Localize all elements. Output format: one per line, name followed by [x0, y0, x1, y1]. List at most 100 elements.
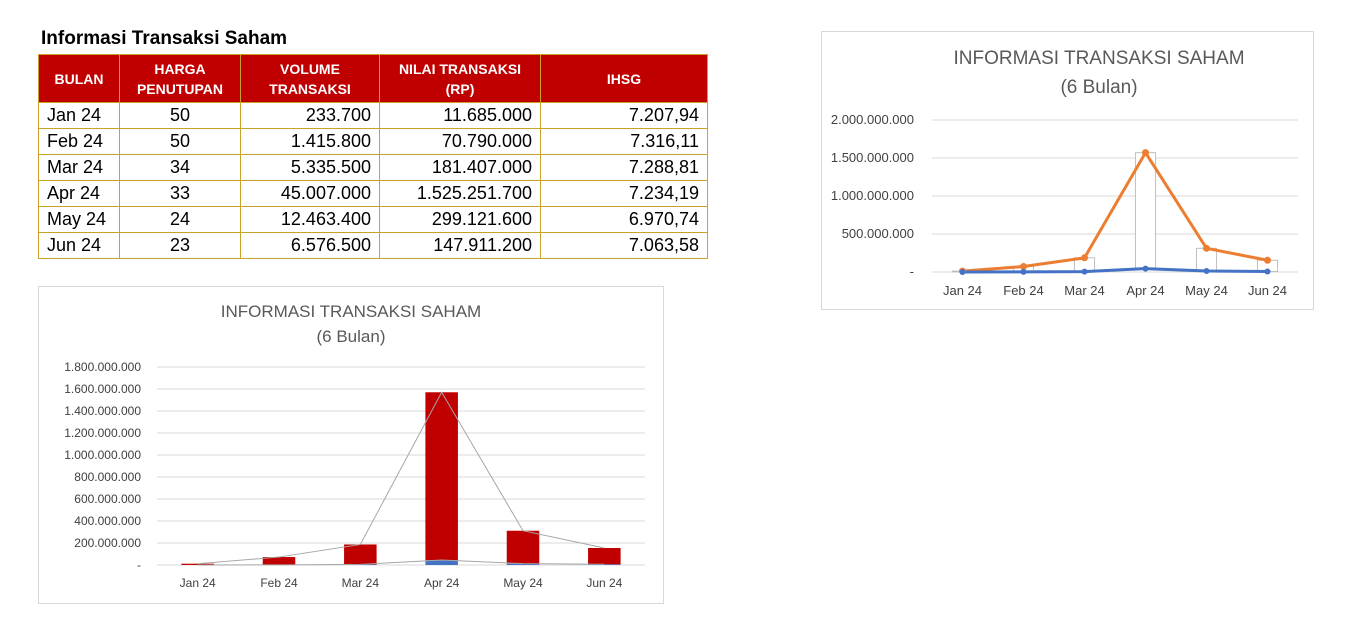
point-volume [1264, 268, 1271, 275]
y-tick-label: 1.000.000.000 [64, 448, 141, 462]
header-nilai-transaksi: NILAI TRANSAKSI (RP) [379, 54, 541, 103]
cell-ihsg: 7.207,94 [540, 102, 708, 129]
cell-nilai: 11.685.000 [379, 102, 541, 129]
bar-nilai [588, 548, 621, 565]
table-row: Jan 24 50 233.700 11.685.000 7.207,94 [38, 102, 708, 129]
cell-ihsg: 6.970,74 [540, 206, 708, 233]
cell-nilai: 181.407.000 [379, 154, 541, 181]
point-nilai [1264, 256, 1271, 264]
cell-bulan: Feb 24 [38, 128, 120, 155]
cell-nilai: 299.121.600 [379, 206, 541, 233]
cell-harga: 33 [119, 180, 241, 207]
point-nilai [1020, 263, 1027, 271]
point-nilai [1203, 244, 1210, 252]
chart-title: INFORMASI TRANSAKSI SAHAM [221, 302, 481, 321]
cell-harga: 24 [119, 206, 241, 233]
x-tick-label: May 24 [503, 576, 543, 590]
cell-ihsg: 7.063,58 [540, 232, 708, 259]
bar-volume [425, 560, 458, 565]
x-tick-label: Mar 24 [1064, 283, 1104, 298]
cell-bulan: Apr 24 [38, 180, 120, 207]
chart-subtitle: (6 Bulan) [1060, 77, 1137, 98]
cell-nilai: 147.911.200 [379, 232, 541, 259]
x-tick-label: Jan 24 [180, 576, 216, 590]
point-volume [1203, 268, 1210, 275]
bar-chart: INFORMASI TRANSAKSI SAHAM (6 Bulan) - 200.0… [64, 302, 645, 590]
x-tick-label: Jun 24 [586, 576, 622, 590]
line-volume [962, 267, 1268, 274]
y-tick-label: 1.500.000.000 [831, 150, 914, 165]
cell-volume: 45.007.000 [240, 180, 380, 207]
x-tick-label: Apr 24 [1126, 283, 1164, 298]
header-bulan: BULAN [38, 54, 120, 103]
cell-harga: 50 [119, 128, 241, 155]
line-nilai [962, 149, 1268, 273]
y-tick-label: 1.000.000.000 [831, 188, 914, 203]
header-volume-transaksi: VOLUME TRANSAKSI [240, 54, 380, 103]
stack-box [1134, 152, 1157, 270]
x-tick-label: Apr 24 [424, 576, 460, 590]
chart-title: INFORMASI TRANSAKSI SAHAM [953, 48, 1244, 69]
point-nilai [1081, 254, 1088, 262]
y-tick-label: 400.000.000 [74, 514, 141, 528]
header-ihsg: IHSG [540, 54, 708, 103]
x-tick-label: Jan 24 [943, 283, 982, 298]
y-tick-label: 2.000.000.000 [831, 112, 914, 127]
y-tick-label: - [137, 558, 141, 572]
bar-chart-panel: INFORMASI TRANSAKSI SAHAM (6 Bulan) - 200.0… [38, 286, 664, 604]
cell-volume: 12.463.400 [240, 206, 380, 233]
line-chart-panel: INFORMASI TRANSAKSI SAHAM (6 Bulan) - 500.0… [821, 31, 1314, 310]
line-chart: INFORMASI TRANSAKSI SAHAM (6 Bulan) - 500.0… [831, 48, 1298, 298]
cell-nilai: 1.525.251.700 [379, 180, 541, 207]
cell-bulan: May 24 [38, 206, 120, 233]
connector-line-nilai [197, 391, 605, 565]
cell-harga: 34 [119, 154, 241, 181]
header-harga-penutupan: HARGA PENUTUPAN [119, 54, 241, 103]
x-tick-label: Feb 24 [260, 576, 298, 590]
cell-ihsg: 7.316,11 [540, 128, 708, 155]
x-tick-label: Mar 24 [342, 576, 380, 590]
bar-nilai [506, 530, 540, 564]
transaction-table: BULAN HARGA PENUTUPAN VOLUME TRANSAKSI NIL… [38, 54, 708, 259]
cell-volume: 233.700 [240, 102, 380, 129]
table-row: May 24 24 12.463.400 299.121.600 6.970,74 [38, 206, 708, 233]
y-tick-label: 1.200.000.000 [64, 426, 141, 440]
y-tick-label: 1.600.000.000 [64, 382, 141, 396]
chart-subtitle: (6 Bulan) [317, 327, 386, 346]
cell-volume: 6.576.500 [240, 232, 380, 259]
point-volume [1020, 268, 1027, 275]
y-tick-label: - [910, 264, 914, 279]
y-tick-label: 1.800.000.000 [64, 360, 141, 374]
cell-nilai: 70.790.000 [379, 128, 541, 155]
cell-volume: 1.415.800 [240, 128, 380, 155]
cell-bulan: Jan 24 [38, 102, 120, 129]
cell-harga: 50 [119, 102, 241, 129]
bar-nilai [181, 563, 214, 565]
y-tick-label: 500.000.000 [842, 226, 914, 241]
y-tick-label: 600.000.000 [74, 492, 141, 506]
table-row: Apr 24 33 45.007.000 1.525.251.700 7.234,19 [38, 180, 708, 207]
connector-line-volume [197, 559, 605, 566]
point-volume [1081, 268, 1088, 275]
bar-nilai [262, 557, 296, 565]
table-row: Jun 24 23 6.576.500 147.911.200 7.063,58 [38, 232, 708, 259]
x-tick-label: Feb 24 [1003, 283, 1043, 298]
cell-bulan: Jun 24 [38, 232, 120, 259]
table-row: Feb 24 50 1.415.800 70.790.000 7.316,11 [38, 128, 708, 155]
bar-nilai [344, 544, 377, 565]
cell-harga: 23 [119, 232, 241, 259]
y-tick-label: 800.000.000 [74, 470, 141, 484]
bar-volume [588, 564, 621, 565]
x-tick-label: Jun 24 [1248, 283, 1287, 298]
point-volume [959, 268, 966, 275]
cell-ihsg: 7.288,81 [540, 154, 708, 181]
cell-ihsg: 7.234,19 [540, 180, 708, 207]
cell-bulan: Mar 24 [38, 154, 120, 181]
point-volume [1142, 265, 1149, 272]
x-tick-label: May 24 [1185, 283, 1228, 298]
table-row: Mar 24 34 5.335.500 181.407.000 7.288,81 [38, 154, 708, 181]
bar-nilai [425, 392, 458, 561]
cell-volume: 5.335.500 [240, 154, 380, 181]
bar-volume [506, 563, 540, 565]
point-nilai [1142, 149, 1149, 157]
